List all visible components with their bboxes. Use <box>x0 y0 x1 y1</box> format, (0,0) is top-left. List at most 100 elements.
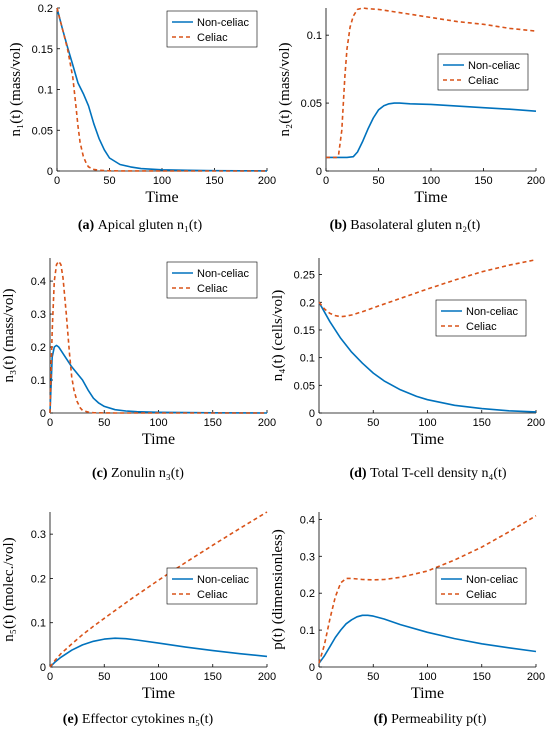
x-tick-label: 150 <box>205 175 223 187</box>
series-line-non-celiac <box>318 614 537 664</box>
caption-text: Permeability p(t) <box>391 712 487 727</box>
chart-panel-d: 0 50 100 150 200 0 0.05 0.1 0.15 0.2 0.25 Time n₄(t)… <box>270 258 545 481</box>
y-tick-label: 0.15 <box>32 44 53 56</box>
x-tick-label: 50 <box>367 417 379 429</box>
series-line-non-celiac <box>56 7 268 172</box>
series-line-non-celiac <box>49 637 268 668</box>
x-tick-label: 150 <box>473 671 491 683</box>
y-axis-label: p(t) (dimensionless) <box>270 529 286 649</box>
legend-box <box>166 567 258 605</box>
x-tick-label: 50 <box>98 671 110 683</box>
x-tick-label: 50 <box>372 175 384 187</box>
x-tick-label: 200 <box>527 175 545 187</box>
x-tick-label: 200 <box>527 417 545 429</box>
y-tick-label: 0.1 <box>38 85 53 97</box>
y-tick-label: 0.2 <box>38 3 53 15</box>
caption-label: (c) <box>92 466 111 481</box>
caption-label: (f) <box>374 712 392 727</box>
y-tick-label: 0.4 <box>300 514 315 526</box>
legend: Non-celiac Celiac <box>166 567 258 605</box>
caption-text: Effector cytokines n₅(t) <box>82 712 214 727</box>
y-tick-label: 0.25 <box>294 270 315 282</box>
x-tick-label: 50 <box>367 671 379 683</box>
panel-caption: (e) Effector cytokines n₅(t) <box>63 712 214 727</box>
legend-box <box>435 299 527 337</box>
chart-panel-a: 0 50 100 150 200 0 0.05 0.1 0.15 0.2 Time n₁(t) (ma… <box>8 3 276 233</box>
caption-label: (a) <box>78 218 98 233</box>
y-axis-label: n₄(t) (cells/vol) <box>270 290 286 381</box>
y-tick-label: 0.2 <box>300 588 315 600</box>
caption-text: Basolateral gluten n₂(t) <box>350 218 480 233</box>
caption-text: Apical gluten n₁(t) <box>98 218 203 233</box>
series-line-non-celiac <box>318 301 537 413</box>
series-line-non-celiac <box>326 102 537 159</box>
x-tick-label: 0 <box>323 175 329 187</box>
legend-label: Non-celiac <box>468 60 520 72</box>
y-tick-label: 0.3 <box>31 529 46 541</box>
y-tick-label: 0 <box>309 662 315 674</box>
x-tick-label: 0 <box>316 671 322 683</box>
y-tick-label: 0.1 <box>31 618 46 630</box>
y-axis-label: n₅(t) (molec./vol) <box>1 537 17 641</box>
y-axis-label: n₃(t) (mass/vol) <box>1 289 17 383</box>
caption-label: (e) <box>63 712 82 727</box>
x-tick-label: 100 <box>149 671 167 683</box>
y-tick-label: 0.1 <box>307 30 322 42</box>
legend-box <box>437 53 529 91</box>
legend-label: Non-celiac <box>197 268 249 280</box>
chart-panel-b: 0 50 100 150 200 0 0.05 0.1 Time n₂(t) (mass/vol)… <box>277 7 545 233</box>
x-tick-label: 100 <box>418 417 436 429</box>
panel-caption: (d) Total T-cell density n₄(t) <box>349 466 506 481</box>
y-tick-label: 0.1 <box>31 375 46 387</box>
x-axis-label: Time <box>142 685 175 702</box>
legend-box <box>166 261 258 299</box>
series-line-celiac <box>49 511 268 668</box>
caption-text: Total T-cell density n₄(t) <box>370 466 507 481</box>
series-line-celiac <box>49 260 267 414</box>
legend-box <box>166 10 258 48</box>
x-axis-label: Time <box>411 685 444 702</box>
y-tick-label: 0.15 <box>294 325 315 337</box>
series-line-celiac <box>326 7 537 159</box>
x-tick-label: 100 <box>153 175 171 187</box>
panel-caption: (a) Apical gluten n₁(t) <box>78 218 203 233</box>
y-axis-label: n₂(t) (mass/vol) <box>277 43 293 137</box>
series-line-celiac <box>318 515 537 664</box>
legend-label: Celiac <box>197 32 228 44</box>
x-tick-label: 150 <box>473 417 491 429</box>
x-axis-label: Time <box>414 189 447 206</box>
y-tick-label: 0 <box>40 662 46 674</box>
x-tick-label: 200 <box>258 671 276 683</box>
x-tick-label: 0 <box>47 417 53 429</box>
y-tick-label: 0.2 <box>31 342 46 354</box>
legend-label: Celiac <box>197 283 228 295</box>
panel-caption: (b) Basolateral gluten n₂(t) <box>330 218 481 233</box>
panel-caption: (f) Permeability p(t) <box>374 712 487 727</box>
x-axis-label: Time <box>145 189 178 206</box>
legend: Non-celiac Celiac <box>166 261 258 299</box>
y-tick-label: 0.2 <box>300 297 315 309</box>
legend-label: Celiac <box>468 75 499 87</box>
legend-label: Non-celiac <box>466 574 518 586</box>
x-tick-label: 0 <box>316 417 322 429</box>
legend-label: Celiac <box>197 589 228 601</box>
x-axis-label: Time <box>142 431 175 448</box>
y-tick-label: 0.3 <box>31 309 46 321</box>
legend-box <box>435 567 527 605</box>
x-tick-label: 150 <box>204 417 222 429</box>
x-tick-label: 0 <box>54 175 60 187</box>
legend-label: Non-celiac <box>466 306 518 318</box>
y-tick-label: 0.05 <box>301 98 322 110</box>
x-tick-label: 100 <box>149 417 167 429</box>
chart-panel-f: 0 50 100 150 200 0 0.1 0.2 0.3 0.4 Time p(t) (dimen… <box>270 512 545 727</box>
x-tick-label: 200 <box>258 417 276 429</box>
chart-panel-c: 0 50 100 150 200 0 0.1 0.2 0.3 0.4 Time n₃(t) (mass… <box>1 258 276 481</box>
x-tick-label: 0 <box>47 671 53 683</box>
y-tick-label: 0 <box>40 408 46 420</box>
legend-label: Non-celiac <box>197 17 249 29</box>
y-tick-label: 0.05 <box>32 125 53 137</box>
caption-label: (b) <box>330 218 351 233</box>
panel-caption: (c) Zonulin n₃(t) <box>92 466 184 481</box>
legend: Non-celiac Celiac <box>435 567 527 605</box>
